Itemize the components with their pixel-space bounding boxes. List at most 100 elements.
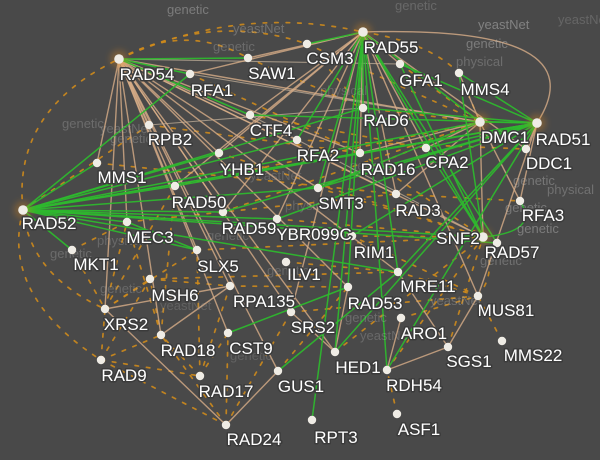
node-label-SGS1: SGS1 (446, 352, 491, 371)
node-ARO1[interactable] (396, 313, 406, 323)
edge-group-watermark: genetic (466, 36, 508, 51)
edge-tan-solid-RAD55-RAD50 (174, 31, 364, 187)
edge-orange-dashed-RAD9-RAD18 (100, 334, 162, 361)
node-DDC1[interactable] (521, 144, 531, 154)
edge-green-solid-RAD52-RFA1 (22, 73, 191, 211)
node-XRS2[interactable] (100, 304, 110, 314)
edge-orange-dashed-RAD54-SAW1 (118, 39, 249, 60)
edge-green-solid-SNF2-MMS4 (458, 72, 484, 238)
node-label-RPB2: RPB2 (148, 130, 192, 149)
edge-green-solid-RAD51-RAD50 (174, 122, 538, 187)
node-RFA2[interactable] (292, 135, 302, 145)
edge-group-watermark: genetic (100, 281, 142, 296)
edge-orange-dashed-HED1-SNF2 (334, 236, 484, 353)
node-RAD57[interactable] (492, 238, 502, 248)
node-SMT3[interactable] (313, 183, 323, 193)
node-RAD59[interactable] (218, 207, 228, 217)
edge-orange-dashed-RPA135-RAD53 (229, 285, 349, 288)
node-CST9[interactable] (223, 328, 233, 338)
edge-green-solid-GUS1-MRE11 (277, 271, 399, 372)
node-RAD51[interactable] (532, 118, 542, 128)
node-label-YHB1: YHB1 (220, 160, 264, 179)
edge-orange-dashed-RAD55-MMS4 (362, 31, 460, 74)
node-label-MKT1: MKT1 (73, 255, 118, 274)
node-CPA2[interactable] (421, 143, 431, 153)
node-GFA1[interactable] (395, 59, 405, 69)
node-RAD6[interactable] (358, 103, 368, 113)
edge-tan-solid-RAD54-RAD18 (118, 58, 162, 336)
node-SGS1[interactable] (443, 342, 453, 352)
node-RDH54[interactable] (382, 365, 392, 375)
node-SLX5[interactable] (192, 245, 202, 255)
edge-green-solid-RAD52-DMC1 (22, 121, 481, 211)
node-MSH6[interactable] (145, 274, 155, 284)
edge-green-solid-RAD54-RFA1 (118, 58, 191, 75)
edge-orange-dashed-RAD52-RAD54 (21, 58, 120, 211)
node-RAD55[interactable] (358, 27, 368, 37)
node-CSM3[interactable] (302, 39, 312, 49)
node-RIM1[interactable] (347, 231, 357, 241)
node-ASF1[interactable] (392, 409, 402, 419)
edge-tan-solid-ARO1-RDH54 (386, 317, 402, 371)
node-YHB1[interactable] (214, 148, 224, 158)
edge-group-watermark: yeastNet (478, 17, 530, 32)
node-MUS81[interactable] (473, 291, 483, 301)
node-RAD54[interactable] (114, 54, 124, 64)
edge-green-solid-RAD51-CTF4 (249, 114, 538, 124)
node-label-CST9: CST9 (229, 339, 272, 358)
edge-green-solid-RAD55-RPT3 (311, 31, 364, 421)
node-SNF2[interactable] (478, 232, 488, 242)
node-RFA1[interactable] (185, 69, 195, 79)
node-MRE11[interactable] (393, 267, 403, 277)
node-CTF4[interactable] (245, 110, 255, 120)
node-RAD18[interactable] (156, 330, 166, 340)
node-RAD3[interactable] (391, 189, 401, 199)
node-label-GFA1: GFA1 (399, 71, 442, 90)
edge-orange-dashed-RAD3-RFA3 (395, 193, 521, 202)
node-RAD16[interactable] (355, 148, 365, 158)
edge-tan-solid-RAD55-RFA1 (189, 31, 364, 75)
node-RAD52[interactable] (18, 205, 28, 215)
edge-tan-solid-RAD18-RPA135 (160, 285, 231, 336)
node-MMS1[interactable] (92, 158, 102, 168)
edge-tan-solid-RAD54-RAD53 (118, 58, 349, 288)
node-RAD17[interactable] (195, 371, 205, 381)
node-RPT3[interactable] (307, 415, 317, 425)
node-SRS2[interactable] (286, 307, 296, 317)
node-RPA135[interactable] (225, 281, 235, 291)
edge-green-solid-RAD54-SAW1 (118, 57, 249, 60)
edge-orange-dashed-RAD52-XRS2 (22, 209, 106, 310)
node-label-MMS1: MMS1 (97, 168, 146, 187)
node-label-RAD6: RAD6 (363, 111, 408, 130)
node-RAD9[interactable] (96, 355, 106, 365)
node-RAD50[interactable] (170, 181, 180, 191)
node-SAW1[interactable] (243, 53, 253, 63)
edge-group-watermark: yeastNet (558, 12, 600, 27)
edge-tan-solid-MUS81-SGS1 (447, 295, 479, 348)
edge-green-solid-RAD51-RAD6 (362, 107, 538, 124)
node-HED1[interactable] (330, 347, 340, 357)
node-MKT1[interactable] (67, 245, 77, 255)
node-RPB2[interactable] (144, 120, 154, 130)
node-MMS4[interactable] (454, 68, 464, 78)
node-label-RAD52: RAD52 (22, 214, 77, 233)
node-MMS22[interactable] (497, 336, 507, 346)
node-GUS1[interactable] (273, 366, 283, 376)
node-label-RIM1: RIM1 (354, 243, 395, 262)
node-label-DMC1: DMC1 (481, 128, 529, 147)
node-RAD24[interactable] (221, 420, 231, 430)
node-label-RAD51: RAD51 (536, 130, 591, 149)
node-MEC3[interactable] (122, 217, 132, 227)
node-RAD53[interactable] (343, 282, 353, 292)
node-label-XRS2: XRS2 (104, 315, 148, 334)
node-RFA3[interactable] (515, 196, 525, 206)
edge-orange-dashed-SLX5-SNF2 (196, 236, 484, 251)
edge-green-solid-SNF2-CPA2 (425, 147, 484, 238)
node-ILV1[interactable] (281, 257, 291, 267)
edge-group-watermark: genetic (517, 221, 559, 236)
edge-tan-solid-RAD54-RAD16 (118, 58, 361, 154)
node-DMC1[interactable] (475, 117, 485, 127)
node-YBR099C[interactable] (272, 214, 282, 224)
